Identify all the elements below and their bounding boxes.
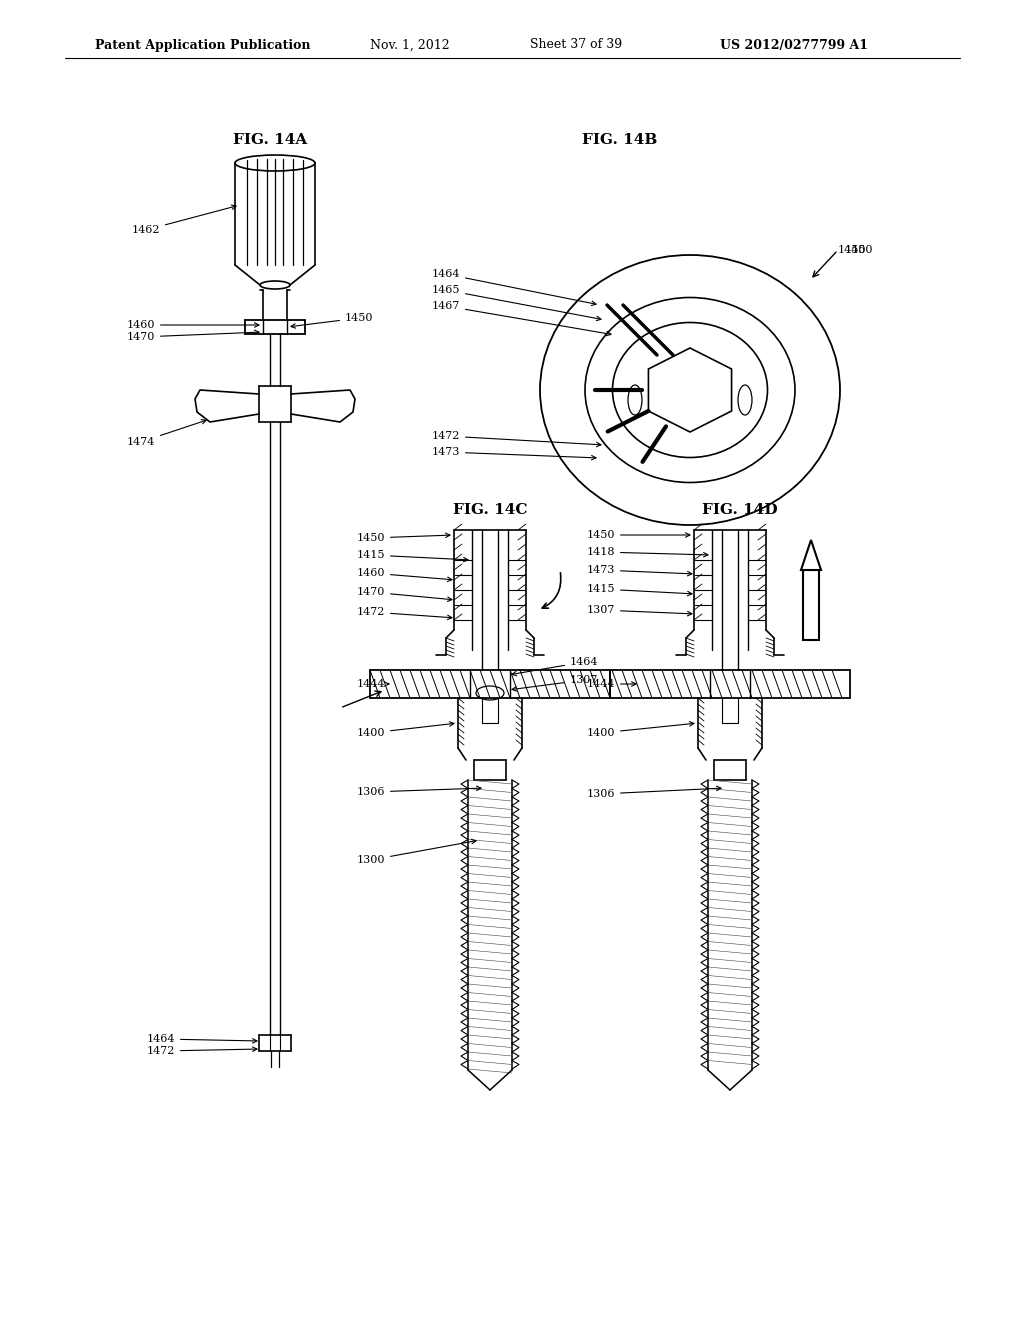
Text: 1306: 1306 — [587, 787, 721, 799]
Text: 1464: 1464 — [146, 1034, 257, 1044]
Text: 1307: 1307 — [512, 675, 598, 692]
Text: Sheet 37 of 39: Sheet 37 of 39 — [530, 38, 623, 51]
Text: 1465: 1465 — [431, 285, 601, 321]
Text: 1473: 1473 — [432, 447, 596, 459]
Text: 1307: 1307 — [587, 605, 692, 616]
Text: 1415: 1415 — [587, 583, 692, 595]
Text: 1464: 1464 — [431, 269, 596, 305]
Text: 1472: 1472 — [356, 607, 452, 619]
Text: 1300: 1300 — [356, 840, 476, 865]
Text: 1450: 1450 — [356, 533, 450, 543]
Text: 1460: 1460 — [356, 568, 452, 582]
Polygon shape — [801, 540, 821, 570]
Text: 1444: 1444 — [356, 678, 389, 689]
Text: 1450: 1450 — [291, 313, 374, 329]
Text: 1460: 1460 — [127, 319, 259, 330]
Text: 1464: 1464 — [512, 657, 598, 676]
Text: 1472: 1472 — [146, 1045, 257, 1056]
Text: Patent Application Publication: Patent Application Publication — [95, 38, 310, 51]
Text: 1467: 1467 — [432, 301, 611, 335]
Text: 1474: 1474 — [127, 420, 206, 447]
Text: Nov. 1, 2012: Nov. 1, 2012 — [370, 38, 450, 51]
Text: 1400: 1400 — [356, 722, 454, 738]
Text: 1470: 1470 — [127, 330, 259, 342]
Text: 1400: 1400 — [587, 722, 694, 738]
Bar — [803, 570, 819, 640]
Text: 1415: 1415 — [356, 550, 468, 562]
Text: 1470: 1470 — [356, 587, 452, 602]
Text: FIG. 14B: FIG. 14B — [583, 133, 657, 147]
Text: 1306: 1306 — [356, 787, 481, 797]
Text: 1450: 1450 — [845, 246, 873, 255]
Text: 1462: 1462 — [131, 205, 237, 235]
Text: 1450: 1450 — [838, 246, 866, 255]
Text: FIG. 14C: FIG. 14C — [453, 503, 527, 517]
Text: FIG. 14D: FIG. 14D — [702, 503, 778, 517]
Text: FIG. 14A: FIG. 14A — [232, 133, 307, 147]
Text: 1418: 1418 — [587, 546, 708, 557]
Text: 1444: 1444 — [587, 678, 636, 689]
Text: 1450: 1450 — [587, 531, 690, 540]
Text: 1473: 1473 — [587, 565, 692, 576]
Text: 1472: 1472 — [432, 432, 601, 446]
Text: US 2012/0277799 A1: US 2012/0277799 A1 — [720, 38, 868, 51]
